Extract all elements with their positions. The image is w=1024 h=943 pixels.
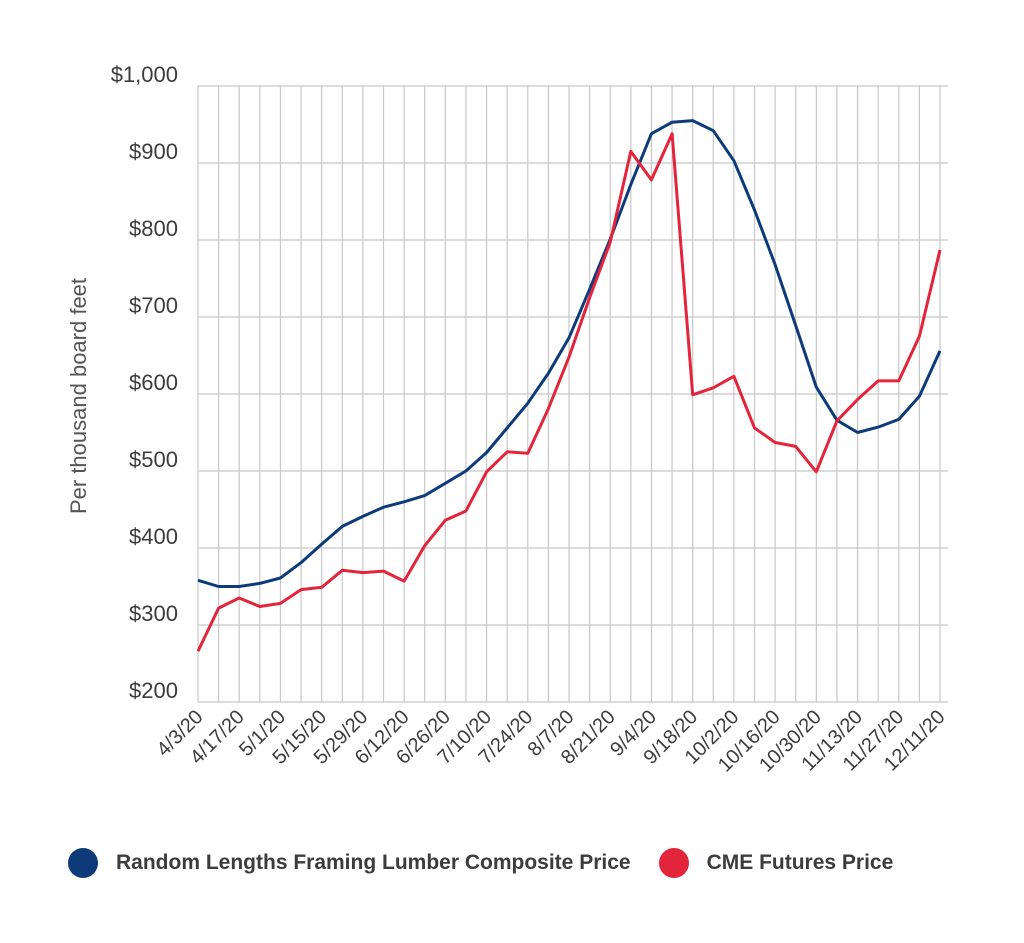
legend-label-cme-futures: CME Futures Price: [706, 851, 894, 874]
y-tick-label: $600: [129, 370, 178, 395]
series-lines: [196, 119, 942, 652]
y-axis-label: Per thousand board feet: [66, 278, 91, 514]
legend-swatch-random-lengths: [68, 848, 98, 878]
y-tick-label: $1,000: [111, 62, 178, 87]
y-tick-label: $800: [129, 216, 178, 241]
series-line-cme-futures: [196, 132, 942, 652]
legend: Random Lengths Framing Lumber Composite …: [68, 845, 921, 881]
y-tick-label: $400: [129, 524, 178, 549]
y-tick-label: $500: [129, 447, 178, 472]
legend-label-random-lengths: Random Lengths Framing Lumber Composite …: [116, 851, 631, 874]
series-line-random-lengths: [197, 119, 942, 588]
legend-item-cme-futures: CME Futures Price: [658, 848, 894, 878]
y-tick-label: $700: [129, 293, 178, 318]
y-tick-label: $900: [129, 139, 178, 164]
y-tick-label: $200: [129, 678, 178, 703]
grid: [197, 85, 948, 703]
legend-item-random-lengths: Random Lengths Framing Lumber Composite …: [68, 848, 631, 878]
legend-swatch-cme-futures: [658, 848, 689, 878]
y-tick-label: $300: [129, 601, 178, 626]
x-axis-ticks: 4/3/204/17/205/1/205/15/205/29/206/12/20…: [153, 706, 950, 777]
y-axis-ticks: $200 $300 $400 $500 $600 $700 $800 $900 $1,000: [111, 62, 178, 703]
